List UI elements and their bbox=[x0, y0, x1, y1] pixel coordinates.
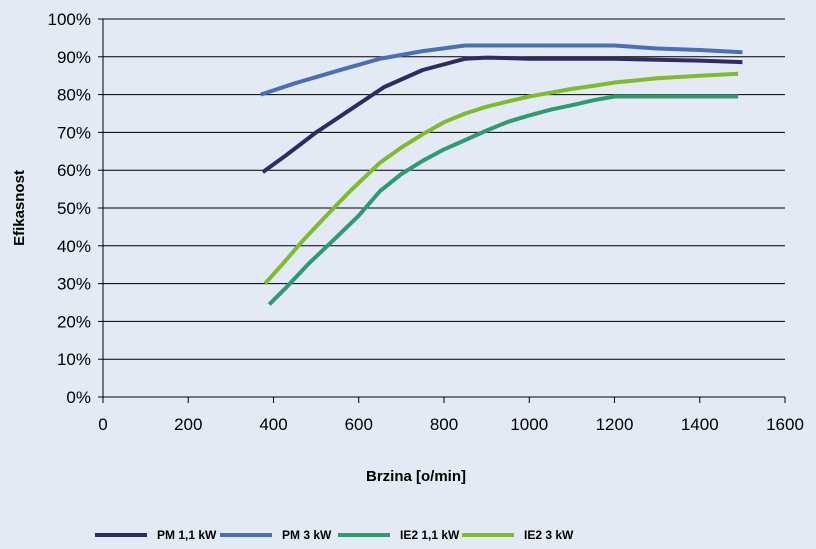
legend-label: IE2 3 kW bbox=[524, 528, 574, 542]
y-tick-label: 30% bbox=[57, 275, 91, 294]
legend: PM 1,1 kW PM 3 kW IE2 1,1 kW IE2 3 kW bbox=[95, 528, 574, 542]
x-tick-label: 1000 bbox=[510, 415, 548, 434]
y-tick-label: 50% bbox=[57, 199, 91, 218]
axes bbox=[98, 18, 786, 403]
x-tick-labels: 0 200 400 600 800 1000 1200 1400 1600 bbox=[98, 415, 804, 434]
x-tick-label: 0 bbox=[98, 415, 107, 434]
y-tick-label: 0% bbox=[66, 388, 91, 407]
series-line-1 bbox=[261, 55, 743, 174]
y-tick-label: 90% bbox=[57, 48, 91, 67]
y-tick-label: 60% bbox=[57, 161, 91, 180]
series-lines bbox=[260, 43, 743, 306]
y-tick-labels: 0% 10% 20% 30% 40% 50% 60% 70% 80% 90% 100% bbox=[48, 10, 91, 407]
legend-label: PM 1,1 kW bbox=[157, 528, 217, 542]
x-tick-label: 600 bbox=[345, 415, 373, 434]
y-axis-title: Efikasnost bbox=[11, 170, 28, 246]
gridlines bbox=[103, 18, 785, 360]
x-axis-title: Brzina [o/min] bbox=[366, 468, 466, 485]
y-tick-label: 80% bbox=[57, 86, 91, 105]
y-tick-label: 70% bbox=[57, 123, 91, 142]
x-tick-label: 400 bbox=[259, 415, 287, 434]
series-line-3 bbox=[267, 94, 739, 306]
x-tick-label: 1400 bbox=[681, 415, 719, 434]
x-tick-label: 1600 bbox=[766, 415, 804, 434]
series-line-4 bbox=[263, 71, 739, 285]
x-tick-label: 1200 bbox=[596, 415, 634, 434]
x-tick-label: 200 bbox=[174, 415, 202, 434]
y-tick-label: 10% bbox=[57, 350, 91, 369]
x-tick-label: 800 bbox=[430, 415, 458, 434]
legend-label: IE2 1,1 kW bbox=[400, 528, 460, 542]
series-line-2 bbox=[260, 43, 743, 97]
y-tick-label: 20% bbox=[57, 312, 91, 331]
y-tick-label: 100% bbox=[48, 10, 91, 29]
legend-label: PM 3 kW bbox=[282, 528, 332, 542]
y-tick-label: 40% bbox=[57, 237, 91, 256]
